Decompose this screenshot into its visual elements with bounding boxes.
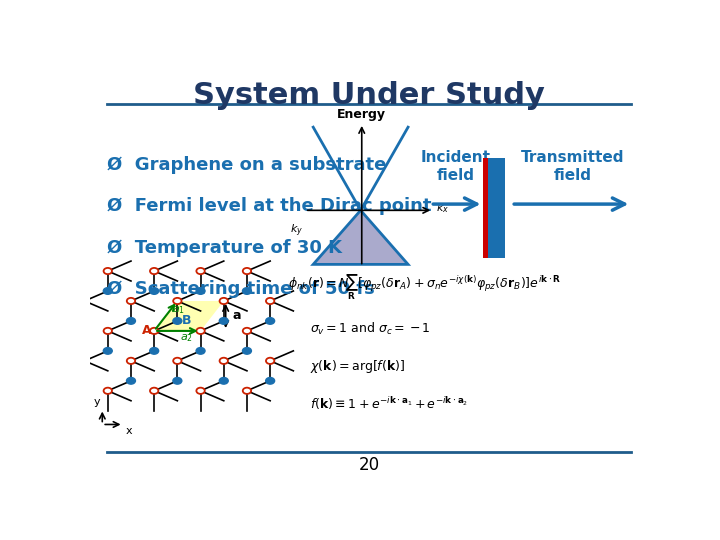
Circle shape — [197, 388, 204, 394]
Text: $\phi_{nk}(\mathbf{r}) = N\!\sum_{\mathbf{R}}[\varphi_{pz}(\delta\mathbf{r}_A) +: $\phi_{nk}(\mathbf{r}) = N\!\sum_{\mathb… — [288, 273, 561, 302]
Circle shape — [243, 388, 251, 394]
Circle shape — [104, 388, 112, 394]
Text: $f(\mathbf{k}) \equiv 1 + e^{-i\mathbf{k}\cdot\mathbf{a}_1} + e^{-i\mathbf{k}\cd: $f(\mathbf{k}) \equiv 1 + e^{-i\mathbf{k… — [310, 395, 469, 412]
Circle shape — [104, 268, 112, 274]
Text: Energy: Energy — [337, 108, 386, 121]
Text: A: A — [142, 323, 152, 336]
Circle shape — [103, 348, 112, 354]
Circle shape — [127, 318, 135, 324]
Circle shape — [243, 268, 251, 274]
Circle shape — [127, 298, 135, 304]
Circle shape — [243, 328, 251, 334]
Circle shape — [174, 298, 181, 304]
Text: x: x — [126, 426, 132, 436]
Text: System Under Study: System Under Study — [193, 82, 545, 111]
Polygon shape — [313, 210, 408, 265]
Circle shape — [173, 377, 182, 384]
Circle shape — [127, 357, 135, 364]
Text: B: B — [181, 314, 191, 327]
Circle shape — [174, 357, 181, 364]
Text: Ø  Temperature of 30 K: Ø Temperature of 30 K — [107, 239, 342, 256]
Circle shape — [127, 377, 135, 384]
Circle shape — [150, 288, 158, 294]
Text: $\sigma_v = 1$ and $\sigma_c = -1$: $\sigma_v = 1$ and $\sigma_c = -1$ — [310, 321, 431, 337]
Text: $k_y$: $k_y$ — [290, 223, 303, 239]
Text: a: a — [233, 309, 241, 322]
Bar — [483, 158, 488, 258]
Circle shape — [196, 348, 205, 354]
Text: Incident
field: Incident field — [420, 151, 490, 183]
Circle shape — [197, 328, 204, 334]
Text: Transmitted
field: Transmitted field — [521, 151, 624, 183]
Circle shape — [266, 298, 274, 304]
Circle shape — [220, 377, 228, 384]
Circle shape — [243, 348, 251, 354]
Circle shape — [220, 357, 228, 364]
Text: 20: 20 — [359, 456, 379, 474]
Circle shape — [266, 318, 274, 324]
Circle shape — [150, 388, 158, 394]
Text: $a_2$: $a_2$ — [180, 332, 193, 344]
Circle shape — [104, 328, 112, 334]
Text: $\chi(\mathbf{k}) = \arg[f(\mathbf{k})]$: $\chi(\mathbf{k}) = \arg[f(\mathbf{k})]$ — [310, 358, 405, 375]
Text: Ø  Graphene on a substrate: Ø Graphene on a substrate — [107, 156, 386, 173]
Text: Ø  Fermi level at the Dirac point: Ø Fermi level at the Dirac point — [107, 197, 431, 215]
Circle shape — [150, 328, 158, 334]
Circle shape — [150, 348, 158, 354]
Text: y: y — [94, 397, 101, 407]
Circle shape — [196, 288, 205, 294]
Circle shape — [150, 268, 158, 274]
Circle shape — [220, 298, 228, 304]
Circle shape — [220, 318, 228, 324]
Circle shape — [266, 357, 274, 364]
Bar — [483, 158, 505, 258]
Circle shape — [243, 288, 251, 294]
Circle shape — [103, 288, 112, 294]
Circle shape — [197, 268, 204, 274]
Text: $k_x$: $k_x$ — [436, 201, 449, 215]
Circle shape — [266, 377, 274, 384]
Text: $a_1$: $a_1$ — [173, 305, 186, 316]
Text: Ø  Scattering time of 50 fs: Ø Scattering time of 50 fs — [107, 280, 374, 298]
Polygon shape — [154, 301, 224, 331]
Circle shape — [173, 318, 182, 324]
